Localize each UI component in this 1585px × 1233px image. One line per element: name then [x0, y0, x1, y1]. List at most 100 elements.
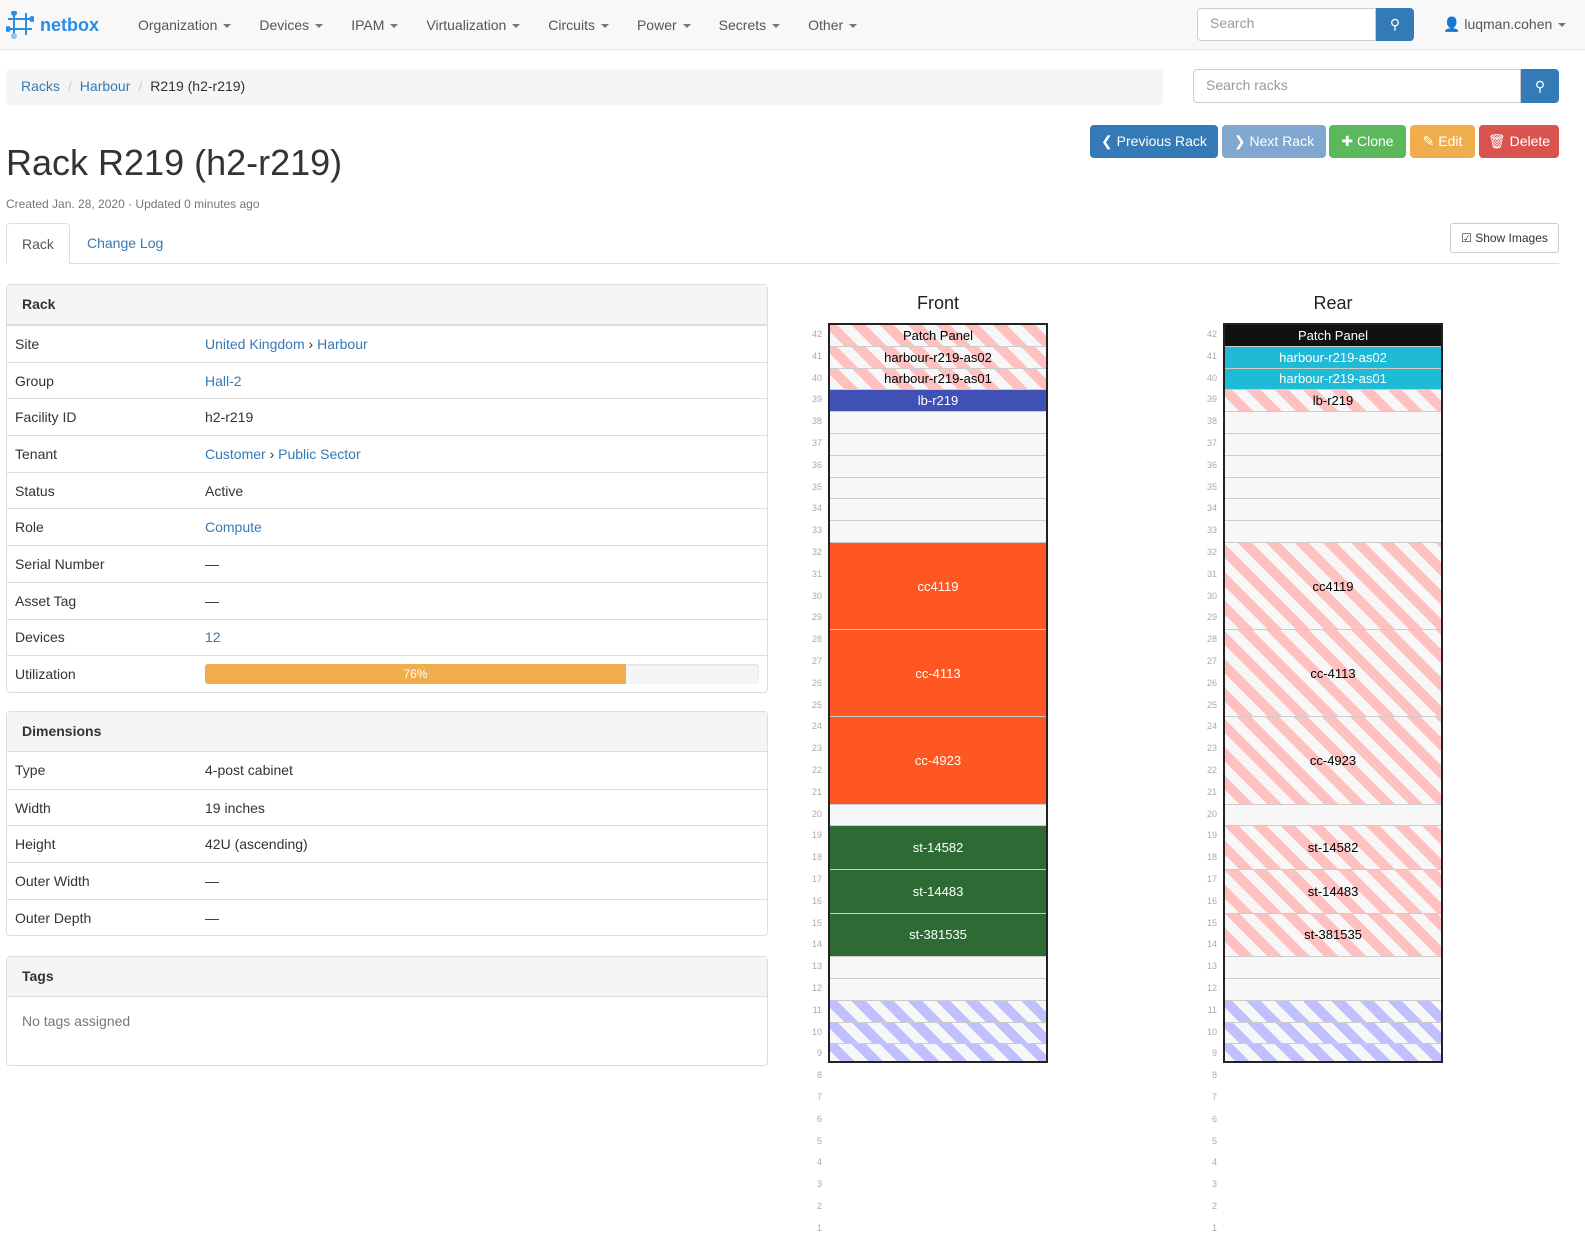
unit-number: 2 [1211, 1201, 1217, 1211]
empty-unit[interactable] [830, 957, 1046, 979]
empty-unit[interactable] [830, 456, 1046, 478]
unit-number: 40 [1206, 372, 1217, 383]
empty-unit[interactable] [1225, 1022, 1441, 1045]
unit-number: 33 [811, 525, 822, 536]
edit-button[interactable]: ✎ Edit [1410, 125, 1475, 158]
site-link[interactable]: Harbour [317, 335, 368, 352]
role-link[interactable]: Compute [205, 519, 262, 536]
device-lb-r219[interactable]: lb-r219 [1225, 390, 1441, 413]
global-search-button[interactable]: ⚲ [1376, 8, 1414, 41]
rack-search-input[interactable]: Search racks [1193, 69, 1521, 103]
empty-unit[interactable] [1225, 412, 1441, 434]
region-link[interactable]: United Kingdom [205, 335, 305, 352]
breadcrumb-site[interactable]: Harbour [79, 78, 131, 94]
device-st-381535[interactable]: st-381535 [1225, 913, 1441, 958]
device-Patch Panel[interactable]: Patch Panel [830, 325, 1046, 347]
device-st-14582[interactable]: st-14582 [830, 826, 1046, 870]
group-link[interactable]: Hall-2 [205, 372, 242, 389]
unit-number: 8 [1211, 1070, 1217, 1081]
unit-number: 11 [812, 1004, 822, 1015]
tab-change-log[interactable]: Change Log [87, 235, 164, 251]
device-cc4119[interactable]: cc4119 [830, 543, 1046, 631]
previous-rack-button[interactable]: ❮ Previous Rack [1090, 125, 1218, 158]
unit-number: 18 [1206, 852, 1217, 863]
empty-unit[interactable] [1225, 805, 1441, 827]
menu-power[interactable]: Power [623, 17, 705, 33]
device-cc-4113[interactable]: cc-4113 [830, 630, 1046, 718]
tenant-link[interactable]: Public Sector [278, 445, 361, 462]
empty-unit[interactable] [1225, 434, 1441, 456]
empty-unit[interactable] [830, 805, 1046, 827]
empty-unit[interactable] [830, 434, 1046, 456]
menu-organization[interactable]: Organization [124, 17, 245, 33]
empty-unit[interactable] [830, 979, 1046, 1001]
empty-unit[interactable] [830, 412, 1046, 434]
page-title: Rack R219 (h2-r219) [6, 142, 343, 183]
rack-search-button[interactable]: ⚲ [1521, 69, 1559, 103]
menu-devices[interactable]: Devices [245, 17, 337, 33]
device-st-14582[interactable]: st-14582 [1225, 826, 1441, 870]
device-harbour-r219-as02[interactable]: harbour-r219-as02 [830, 346, 1046, 369]
empty-unit[interactable] [830, 1000, 1046, 1023]
unit-number: 18 [811, 852, 822, 863]
unit-number: 30 [811, 590, 822, 601]
netbox-logo-icon [6, 11, 34, 39]
next-rack-button[interactable]: ❯ Next Rack [1222, 125, 1326, 158]
empty-unit[interactable] [1225, 478, 1441, 500]
device-harbour-r219-as02[interactable]: harbour-r219-as02 [1225, 346, 1441, 369]
empty-unit[interactable] [1225, 456, 1441, 478]
device-harbour-r219-as01[interactable]: harbour-r219-as01 [1225, 368, 1441, 391]
trash-icon: 🗑 [1487, 133, 1506, 149]
tab-rack[interactable]: Rack [6, 223, 70, 264]
menu-ipam[interactable]: IPAM [337, 17, 412, 33]
tenant-group-link[interactable]: Customer [205, 445, 266, 462]
chevron-right-icon: ❯ [1233, 133, 1246, 149]
row-site: Site United Kingdom › Harbour [7, 325, 767, 362]
device-cc-4923[interactable]: cc-4923 [830, 717, 1046, 805]
row-role: Role Compute [7, 508, 767, 545]
menu-other[interactable]: Other [794, 17, 871, 33]
show-images-button[interactable]: ☑ Show Images [1450, 223, 1559, 253]
empty-unit[interactable] [1225, 1000, 1441, 1023]
dimension-row: Outer Width — [7, 862, 767, 899]
device-Patch Panel[interactable]: Patch Panel [1225, 325, 1441, 347]
empty-unit[interactable] [1225, 499, 1441, 522]
clone-button[interactable]: ✚ Clone [1329, 125, 1406, 158]
device-st-14483[interactable]: st-14483 [1225, 870, 1441, 914]
menu-secrets[interactable]: Secrets [705, 17, 794, 33]
empty-unit[interactable] [830, 521, 1046, 543]
devices-link[interactable]: 12 [205, 629, 221, 646]
device-lb-r219[interactable]: lb-r219 [830, 390, 1046, 413]
unit-number: 14 [811, 939, 822, 950]
empty-unit[interactable] [830, 1044, 1046, 1061]
breadcrumb-racks[interactable]: Racks [21, 78, 60, 94]
menu-circuits[interactable]: Circuits [534, 17, 623, 33]
dimension-row: Outer Depth — [7, 898, 767, 936]
empty-unit[interactable] [830, 478, 1046, 500]
empty-unit[interactable] [830, 499, 1046, 522]
dimension-row: Height 42U (ascending) [7, 825, 767, 862]
unit-number: 24 [1206, 721, 1217, 732]
device-st-381535[interactable]: st-381535 [830, 913, 1046, 958]
device-st-14483[interactable]: st-14483 [830, 870, 1046, 914]
empty-unit[interactable] [1225, 957, 1441, 979]
unit-number: 12 [1206, 983, 1217, 993]
device-harbour-r219-as01[interactable]: harbour-r219-as01 [830, 368, 1046, 391]
empty-unit[interactable] [830, 1022, 1046, 1045]
device-cc-4923[interactable]: cc-4923 [1225, 717, 1441, 805]
netbox-logo[interactable]: netbox [6, 11, 99, 39]
empty-unit[interactable] [1225, 979, 1441, 1001]
menu-virtualization[interactable]: Virtualization [412, 17, 534, 33]
global-search-input[interactable]: Search [1197, 8, 1376, 41]
user-menu[interactable]: 👤 luqman.cohen [1443, 16, 1567, 33]
utilization-bar: 76% [205, 664, 759, 685]
unit-number: 41 [1206, 350, 1217, 361]
device-cc-4113[interactable]: cc-4113 [1225, 630, 1441, 718]
empty-unit[interactable] [1225, 1044, 1441, 1061]
device-cc4119[interactable]: cc4119 [1225, 543, 1441, 631]
unit-number: 13 [1206, 961, 1217, 972]
unit-number: 19 [1206, 830, 1217, 841]
empty-unit[interactable] [1225, 521, 1441, 543]
delete-button[interactable]: 🗑 Delete [1479, 125, 1559, 158]
unit-number: 35 [811, 481, 822, 492]
